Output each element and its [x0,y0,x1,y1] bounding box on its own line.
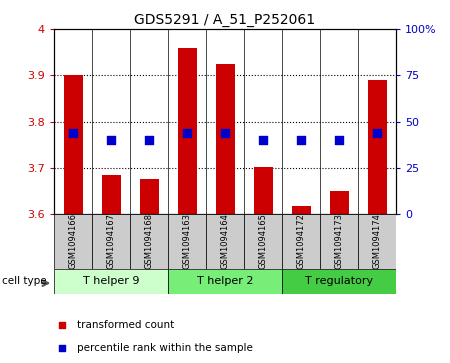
Text: T helper 2: T helper 2 [197,276,253,286]
Text: GSM1094163: GSM1094163 [183,213,192,269]
Text: T helper 9: T helper 9 [83,276,139,286]
Text: GSM1094164: GSM1094164 [220,213,230,269]
Bar [140,179,158,214]
Text: GSM1094167: GSM1094167 [107,213,116,269]
Bar [168,269,282,294]
Point [259,137,266,143]
Point [69,130,76,136]
Point [311,226,319,232]
Point [297,137,305,143]
Text: GSM1094168: GSM1094168 [144,213,153,269]
Text: GSM1094165: GSM1094165 [258,213,267,269]
Bar [168,214,206,269]
Text: cell type: cell type [2,276,47,286]
Bar [54,269,168,294]
Bar [253,167,273,214]
Bar [177,49,197,214]
Point [145,137,153,143]
Point [221,130,229,136]
Point [184,130,191,136]
Bar [63,76,82,214]
Title: GDS5291 / A_51_P252061: GDS5291 / A_51_P252061 [135,13,315,26]
Text: percentile rank within the sample: percentile rank within the sample [77,343,253,352]
Text: GSM1094172: GSM1094172 [297,213,306,269]
Bar [282,214,320,269]
Point [311,24,319,30]
Text: T regulatory: T regulatory [305,276,373,286]
Bar [206,214,244,269]
Bar [54,214,92,269]
Text: GSM1094166: GSM1094166 [68,213,77,269]
Bar [102,175,121,214]
Bar [320,214,358,269]
Bar [216,64,234,214]
Bar [368,80,387,214]
Bar [130,214,168,269]
Bar [92,214,130,269]
Text: transformed count: transformed count [77,321,174,330]
Bar [358,214,396,269]
Point [108,137,115,143]
Point [335,137,342,143]
Bar [292,206,310,214]
Bar [244,214,282,269]
Bar [282,269,396,294]
Point [374,130,381,136]
Text: GSM1094173: GSM1094173 [334,213,343,269]
Text: GSM1094174: GSM1094174 [373,213,382,269]
Bar [329,191,348,214]
